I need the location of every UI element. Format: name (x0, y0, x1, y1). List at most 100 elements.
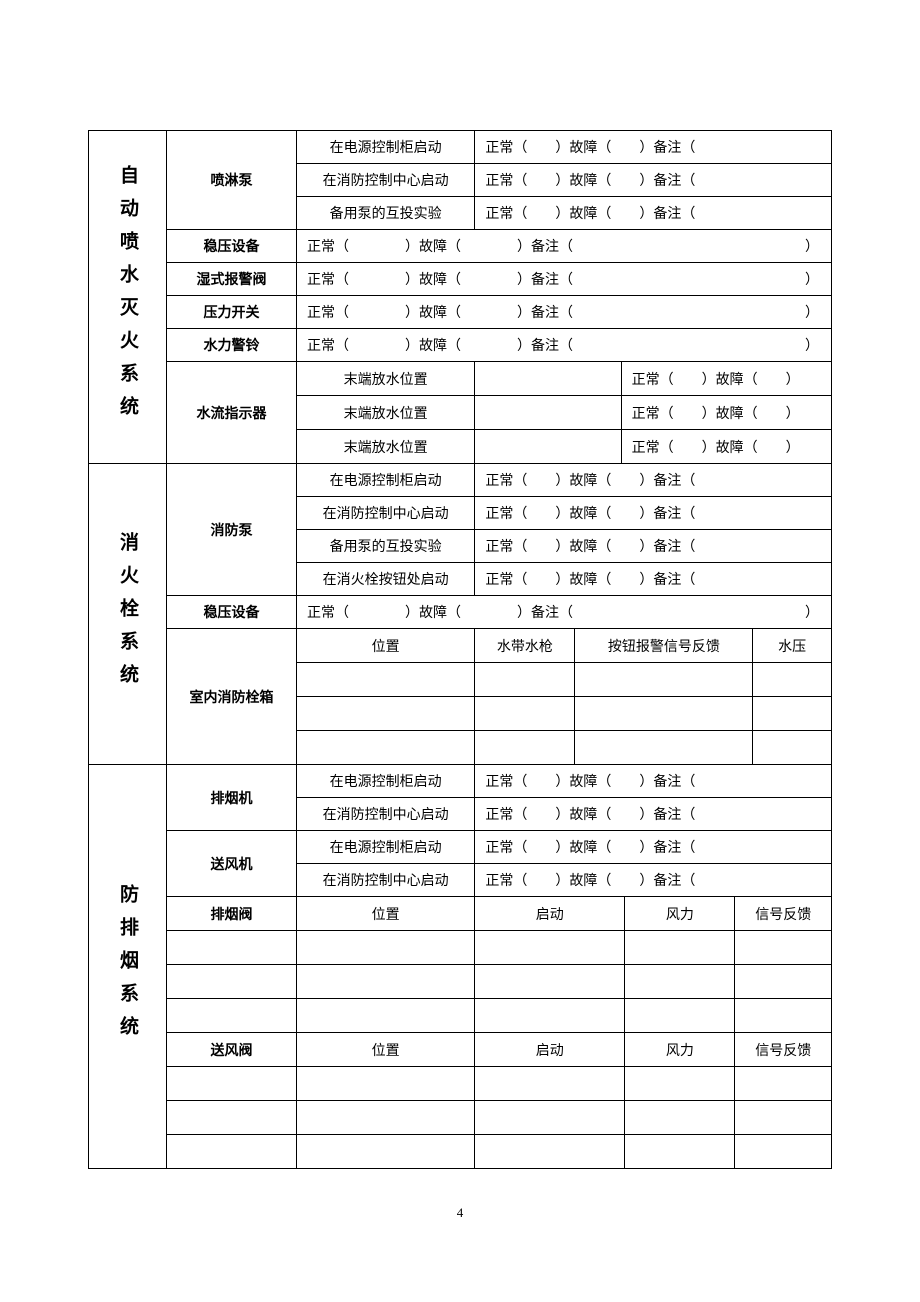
close-paren: ） (805, 236, 819, 256)
empty-cell (167, 1135, 297, 1169)
close-paren: ） (805, 302, 819, 322)
row-label: 湿式报警阀 (167, 263, 297, 296)
col-header: 位置 (297, 897, 475, 931)
sub-label: 在电源控制柜启动 (297, 831, 475, 864)
table-row: 排烟阀 位置 启动风力信号反馈 (89, 897, 832, 931)
sub-label: 在电源控制柜启动 (297, 765, 475, 798)
col-header: 位置 (297, 629, 475, 663)
col-header: 信号反馈 (735, 1033, 831, 1066)
split-cell (475, 931, 832, 965)
empty-cell (625, 931, 735, 964)
col-header: 位置 (297, 1033, 475, 1067)
empty-cell (297, 697, 475, 731)
empty-cell (735, 999, 831, 1032)
empty-cell (625, 1067, 735, 1100)
col-header: 启动 (475, 897, 624, 930)
table-row (89, 931, 832, 965)
table-row: 稳压设备 正常（ ）故障（ ）备注（） (89, 596, 832, 629)
empty-cell (297, 1101, 475, 1135)
row-label: 稳压设备 (167, 230, 297, 263)
empty-cell (753, 731, 831, 764)
table-row (89, 1135, 832, 1169)
status-cell: 正常（ ）故障（ ）备注（ (475, 798, 832, 831)
sub-label: 在消防控制中心启动 (297, 497, 475, 530)
table-row (89, 999, 832, 1033)
sub-label: 在电源控制柜启动 (297, 464, 475, 497)
col-header: 风力 (625, 897, 735, 930)
status-cell: 正常（ ）故障（ ）备注（） (297, 329, 832, 362)
split-cell: 启动风力信号反馈 (475, 1033, 832, 1067)
table-row: 室内消防栓箱 位置 水带水枪按钮报警信号反馈水压 (89, 629, 832, 663)
table-row: 消火栓系统 消防泵 在电源控制柜启动 正常（ ）故障（ ）备注（ (89, 464, 832, 497)
table-row: 压力开关 正常（ ）故障（ ）备注（） (89, 296, 832, 329)
status-cell: 正常（ ）故障（ ）备注（ (475, 497, 832, 530)
empty-cell (475, 1101, 624, 1134)
table-row: 自动喷水灭火系统 喷淋泵 在电源控制柜启动 正常（ ）故障（ ）备注（ (89, 131, 832, 164)
status-text: 正常（ ）故障（ ）备注（ (307, 240, 573, 255)
empty-cell (297, 1135, 475, 1169)
col-header: 风力 (625, 1033, 735, 1066)
empty-cell (575, 663, 753, 696)
split-cell: 正常（ ）故障（ ） (475, 430, 832, 464)
status-cell: 正常（ ）故障（ ）备注（ (475, 864, 832, 897)
row-label: 消防泵 (167, 464, 297, 596)
split-cell (475, 965, 832, 999)
status-cell: 正常（ ）故障（ ）备注（ (475, 164, 832, 197)
split-cell (475, 663, 832, 697)
split-cell (475, 731, 832, 765)
row-label: 水流指示器 (167, 362, 297, 464)
row-label: 送风阀 (167, 1033, 297, 1067)
sub-label: 在消防控制中心启动 (297, 798, 475, 831)
sub-label: 在消防控制中心启动 (297, 864, 475, 897)
empty-cell (475, 931, 624, 964)
empty-cell (753, 663, 831, 696)
status-cell: 正常（ ）故障（ ） (621, 430, 831, 463)
empty-cell (297, 1067, 475, 1101)
sub-label: 末端放水位置 (297, 430, 475, 464)
status-cell: 正常（ ）故障（ ）备注（ (475, 831, 832, 864)
empty-cell (475, 396, 621, 429)
status-cell: 正常（ ）故障（ ）备注（ (475, 563, 832, 596)
col-header: 水压 (753, 629, 831, 662)
status-cell: 正常（ ）故障（ ）备注（） (297, 596, 832, 629)
status-cell: 正常（ ）故障（ ）备注（ (475, 464, 832, 497)
section-header-sprinkler: 自动喷水灭火系统 (89, 131, 167, 464)
sub-label: 备用泵的互投实验 (297, 530, 475, 563)
empty-cell (475, 965, 624, 998)
row-label: 水力警铃 (167, 329, 297, 362)
empty-cell (735, 1067, 831, 1100)
split-cell (475, 999, 832, 1033)
split-cell (475, 697, 832, 731)
split-cell (475, 1067, 832, 1101)
empty-cell (575, 731, 753, 764)
empty-cell (297, 731, 475, 765)
status-cell: 正常（ ）故障（ ）备注（） (297, 296, 832, 329)
empty-cell (735, 931, 831, 964)
row-label: 压力开关 (167, 296, 297, 329)
empty-cell (167, 965, 297, 999)
row-label: 排烟阀 (167, 897, 297, 931)
sub-label: 在电源控制柜启动 (297, 131, 475, 164)
row-label: 室内消防栓箱 (167, 629, 297, 765)
split-cell (475, 1101, 832, 1135)
col-header: 信号反馈 (735, 897, 831, 930)
empty-cell (167, 999, 297, 1033)
empty-cell (735, 965, 831, 998)
section-header-smoke: 防排烟系统 (89, 765, 167, 1169)
table-row: 送风阀 位置 启动风力信号反馈 (89, 1033, 832, 1067)
empty-cell (475, 999, 624, 1032)
inspection-table: 自动喷水灭火系统 喷淋泵 在电源控制柜启动 正常（ ）故障（ ）备注（ 在消防控… (88, 130, 832, 1169)
page-number: 4 (88, 1205, 832, 1221)
table-row: 稳压设备 正常（ ）故障（ ）备注（ ） (89, 230, 832, 263)
status-cell: 正常（ ）故障（ ）备注（ (475, 530, 832, 563)
table-row (89, 1067, 832, 1101)
empty-cell (625, 999, 735, 1032)
empty-cell (475, 1135, 624, 1168)
close-paren: ） (805, 269, 819, 289)
sub-label: 在消火栓按钮处启动 (297, 563, 475, 596)
col-header: 按钮报警信号反馈 (575, 629, 753, 662)
table-row: 送风机 在电源控制柜启动 正常（ ）故障（ ）备注（ (89, 831, 832, 864)
split-cell: 水带水枪按钮报警信号反馈水压 (475, 629, 832, 663)
table-row (89, 1101, 832, 1135)
empty-cell (475, 1067, 624, 1100)
